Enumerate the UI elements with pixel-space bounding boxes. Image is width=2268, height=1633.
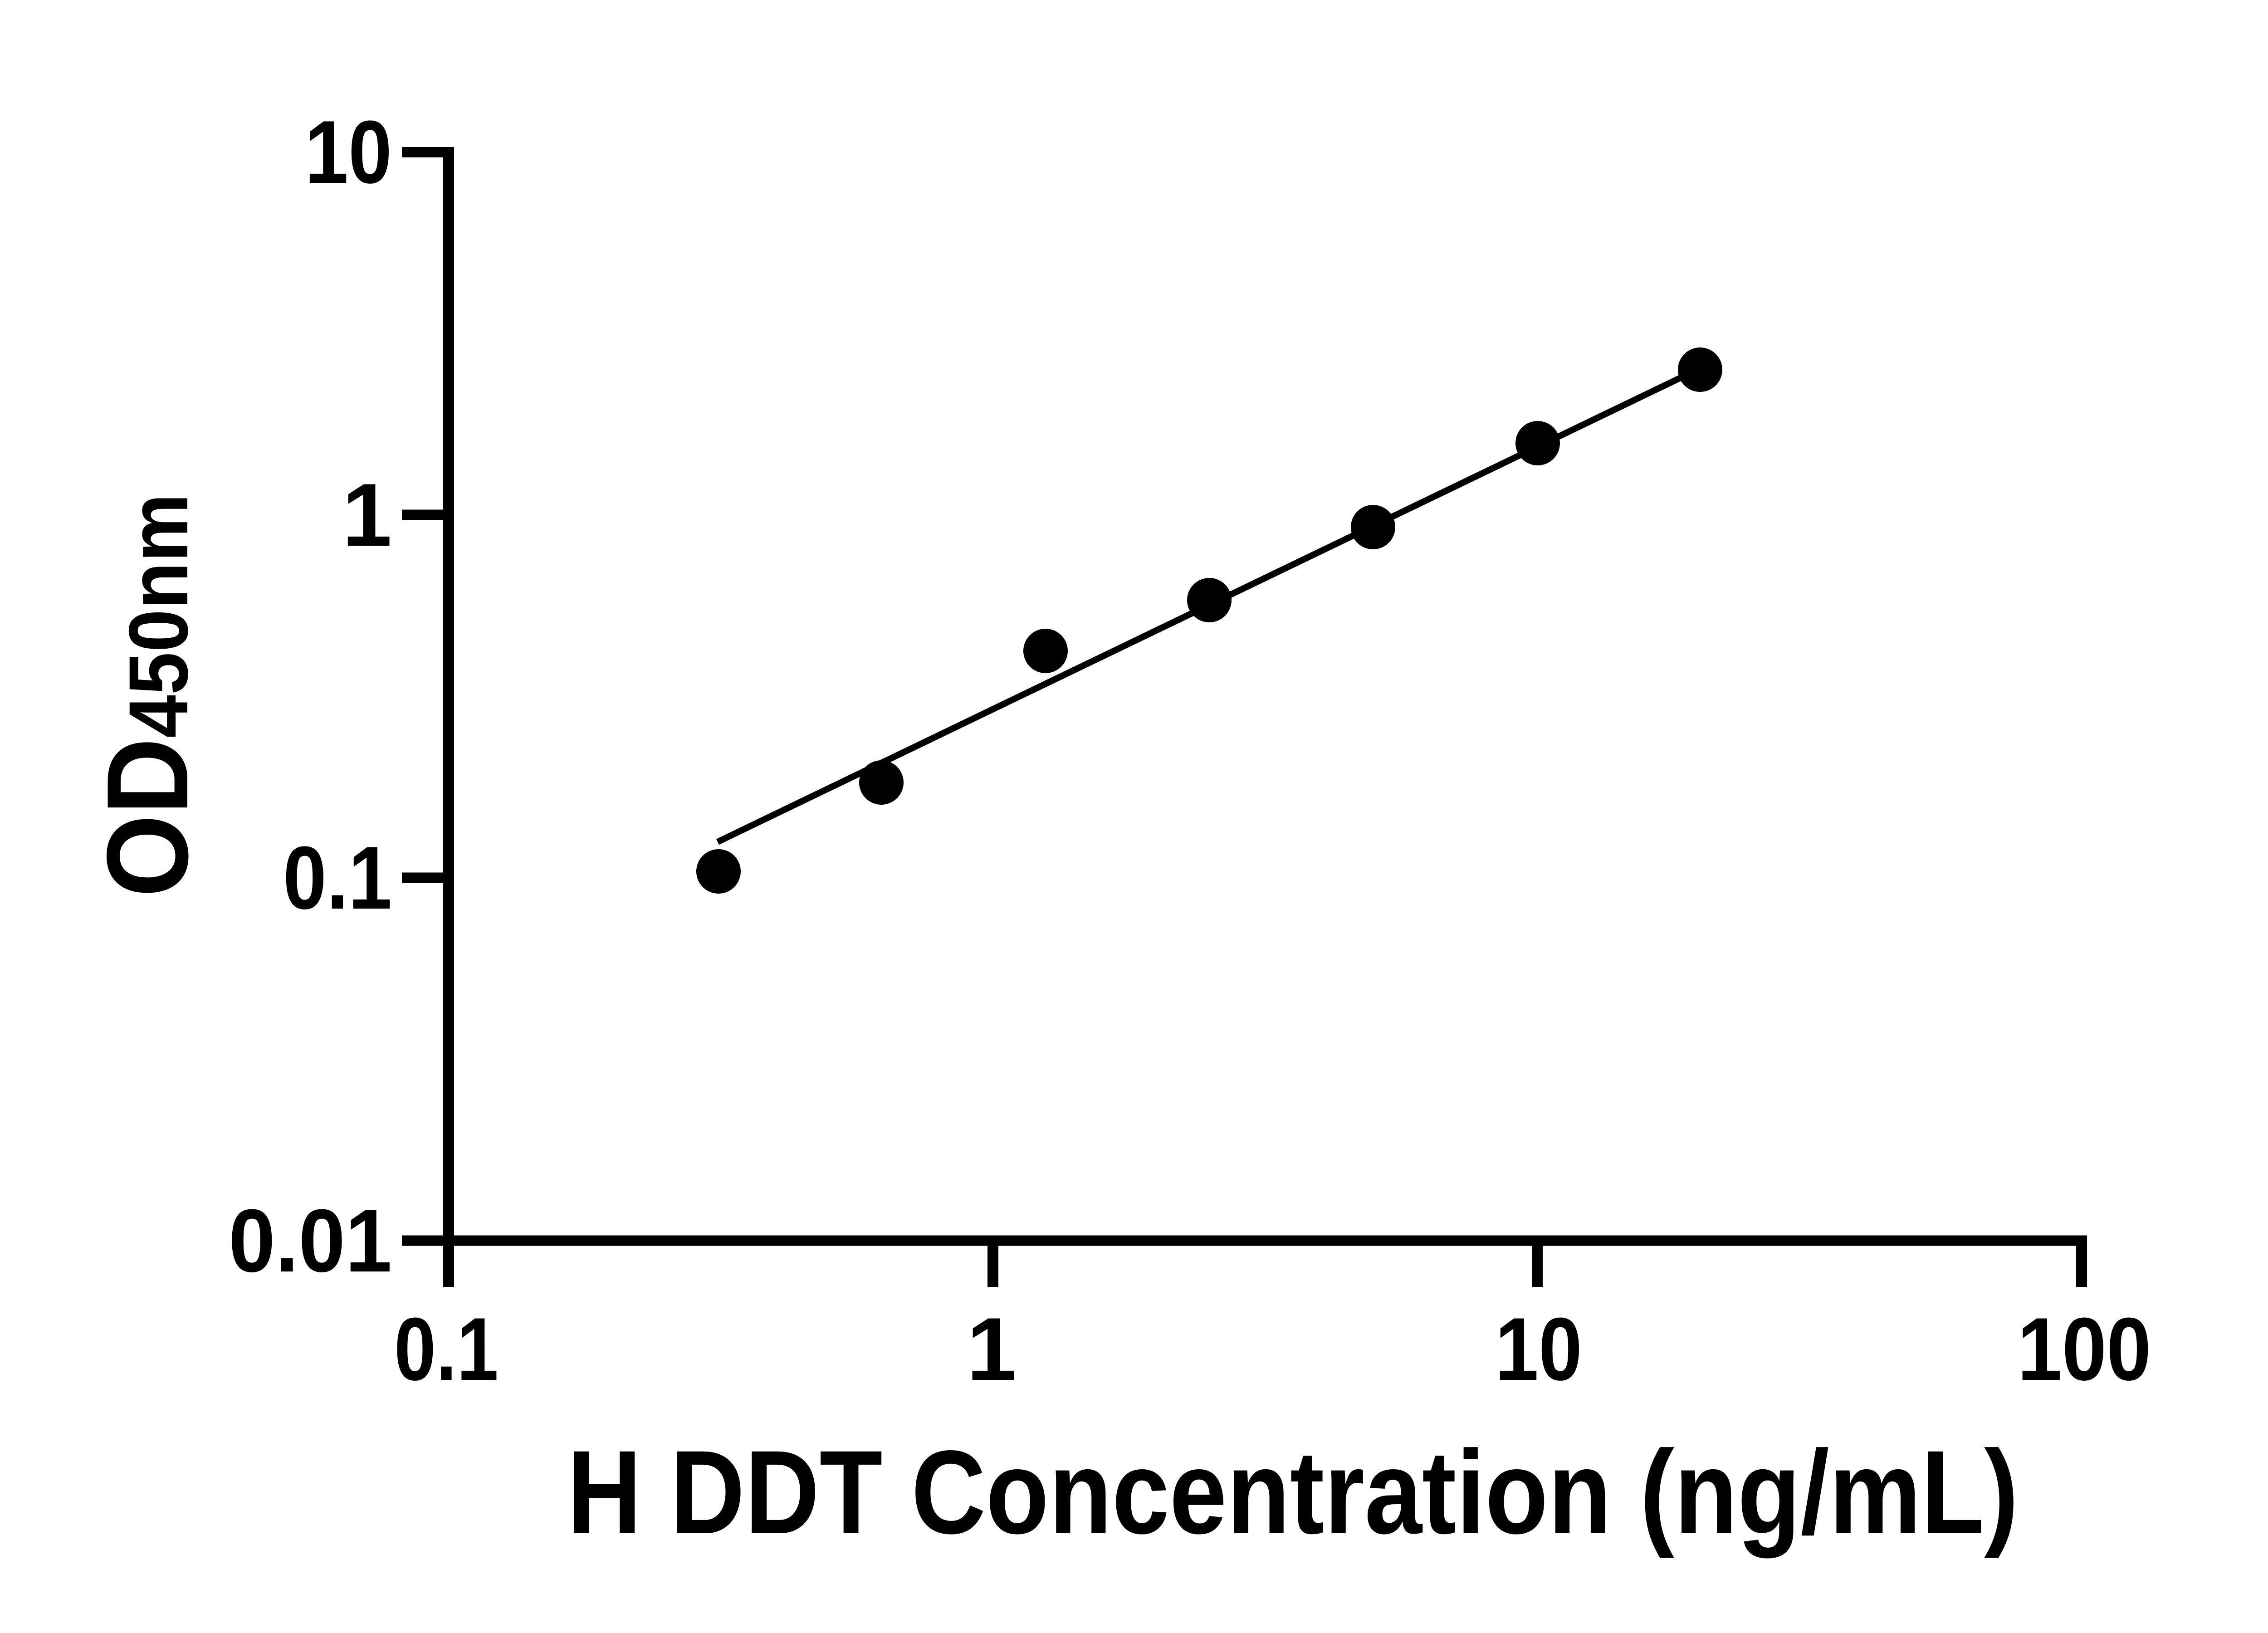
svg-text:100: 100 [2018, 1299, 2151, 1399]
svg-text:0.1: 0.1 [283, 828, 392, 928]
svg-text:H DDT Concentration (ng/mL): H DDT Concentration (ng/mL) [567, 1426, 2019, 1559]
svg-text:1: 1 [967, 1299, 1017, 1399]
svg-text:1: 1 [342, 465, 392, 565]
svg-text:10: 10 [1495, 1299, 1582, 1399]
svg-text:0.1: 0.1 [394, 1299, 499, 1399]
svg-text:10: 10 [305, 102, 392, 202]
svg-text:OD450nm: OD450nm [83, 494, 212, 897]
svg-text:0.01: 0.01 [229, 1191, 392, 1291]
